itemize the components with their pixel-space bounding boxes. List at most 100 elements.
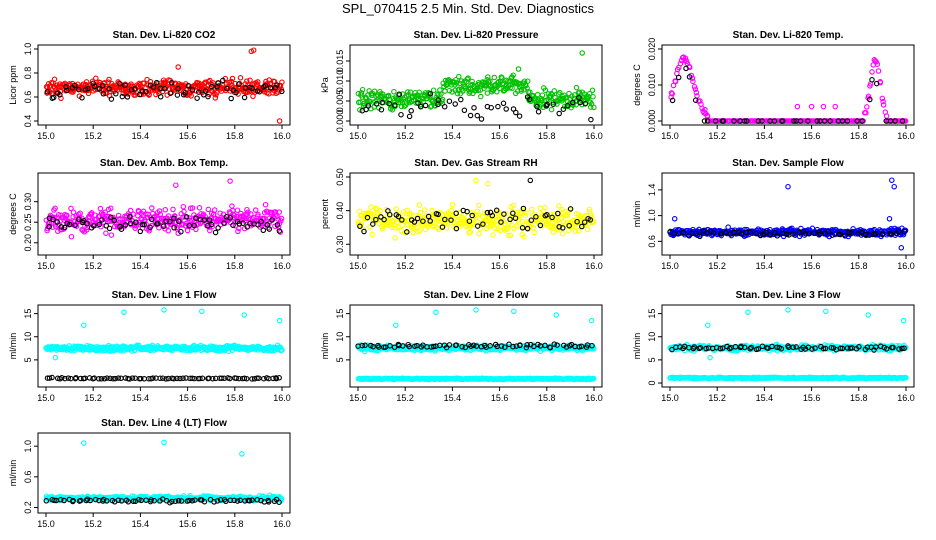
- page-title: SPL_070415 2.5 Min. Std. Dev. Diagnostic…: [342, 1, 594, 16]
- data-point: [452, 101, 458, 107]
- data-point: [488, 104, 494, 111]
- x-tick-label: 15.6: [179, 393, 197, 403]
- data-point: [155, 215, 161, 221]
- x-tick-label: 15.0: [661, 261, 679, 271]
- data-point: [75, 86, 82, 93]
- x-tick-label: 15.0: [37, 131, 55, 141]
- data-point: [258, 218, 264, 225]
- data-point: [408, 108, 414, 114]
- data-point: [97, 205, 104, 212]
- panel-title: Stan. Dev. Gas Stream RH: [414, 158, 537, 169]
- data-point: [127, 214, 133, 220]
- data-point: [453, 225, 460, 232]
- y-tick-label: 15: [647, 309, 657, 319]
- data-point: [898, 245, 905, 251]
- data-point: [50, 94, 57, 101]
- data-point: [741, 118, 748, 124]
- data-point: [230, 222, 236, 228]
- data-point: [704, 118, 711, 124]
- data-point: [279, 347, 285, 353]
- data-point: [540, 208, 547, 214]
- panel-3: Stan. Dev. Li-820 Temp.15.0 15.2 15.4 15.6 1…: [632, 30, 915, 141]
- x-tick-label: 15.6: [803, 131, 821, 141]
- data-point: [72, 222, 78, 228]
- data-point: [202, 88, 209, 94]
- y-axis-label: ml/min: [320, 333, 330, 360]
- x-tick-label: 15.0: [37, 393, 55, 403]
- data-point: [519, 225, 526, 231]
- data-point: [473, 177, 479, 184]
- y-tick-label: 15: [23, 309, 33, 319]
- x-tick-label: 15.0: [661, 393, 679, 403]
- data-point: [411, 219, 418, 225]
- data-point: [877, 79, 884, 86]
- data-point: [677, 60, 684, 67]
- data-point: [814, 118, 820, 124]
- y-tick-label: 1.0: [23, 440, 33, 453]
- data-point: [720, 118, 727, 124]
- data-point: [421, 207, 428, 213]
- data-point: [522, 212, 529, 219]
- panel-title: Stan. Dev. Line 3 Flow: [736, 290, 841, 301]
- data-point: [829, 232, 835, 238]
- data-point: [528, 206, 535, 213]
- x-tick-label: 15.4: [756, 393, 774, 403]
- data-point: [571, 217, 577, 224]
- y-tick-label: 0.2: [23, 501, 33, 514]
- data-point: [395, 213, 402, 220]
- data-point: [143, 88, 149, 95]
- data-point: [180, 203, 187, 210]
- data-point: [448, 207, 454, 214]
- y-axis-label: degrees C: [8, 193, 18, 235]
- data-point: [832, 103, 838, 110]
- data-point: [274, 213, 280, 220]
- data-point: [863, 110, 869, 116]
- data-point: [869, 77, 875, 83]
- data-point: [156, 208, 163, 214]
- y-tick-label: 0.40: [335, 202, 345, 220]
- data-point: [85, 85, 91, 92]
- x-tick-label: 15.4: [132, 131, 150, 141]
- x-tick-label: 16.0: [585, 131, 603, 141]
- y-tick-label: 10: [647, 332, 657, 342]
- data-point: [576, 94, 582, 101]
- data-point: [712, 118, 719, 124]
- data-point: [806, 231, 812, 237]
- data-point: [66, 81, 73, 87]
- data-point: [425, 213, 432, 220]
- data-point: [417, 103, 424, 110]
- data-point: [392, 102, 398, 109]
- data-point: [467, 229, 474, 235]
- data-point: [357, 223, 363, 230]
- x-tick-label: 16.0: [273, 261, 291, 271]
- data-point: [106, 225, 113, 232]
- data-point: [275, 89, 281, 95]
- panel-title: Stan. Dev. Li-820 Temp.: [733, 30, 844, 41]
- data-point: [579, 223, 585, 230]
- data-point: [512, 215, 519, 221]
- x-tick-label: 16.0: [585, 393, 603, 403]
- data-point: [683, 65, 689, 72]
- x-tick-label: 15.2: [84, 519, 102, 529]
- data-point: [108, 214, 114, 221]
- data-point: [162, 85, 168, 92]
- data-point: [710, 230, 717, 236]
- data-point: [433, 309, 439, 315]
- data-point: [404, 207, 411, 214]
- data-point: [167, 90, 174, 96]
- panel-title: Stan. Dev. Li-820 Pressure: [414, 30, 539, 41]
- panel-title: Stan. Dev. Line 4 (LT) Flow: [101, 418, 227, 429]
- data-point: [516, 113, 523, 119]
- data-point: [120, 90, 126, 97]
- data-point: [493, 207, 500, 214]
- y-tick-label: 0.25: [23, 213, 33, 231]
- data-point: [464, 76, 470, 82]
- data-point: [170, 206, 176, 213]
- data-point: [115, 212, 122, 219]
- data-point: [420, 218, 426, 224]
- data-point: [587, 217, 594, 223]
- data-point: [844, 118, 851, 124]
- data-point: [447, 211, 453, 217]
